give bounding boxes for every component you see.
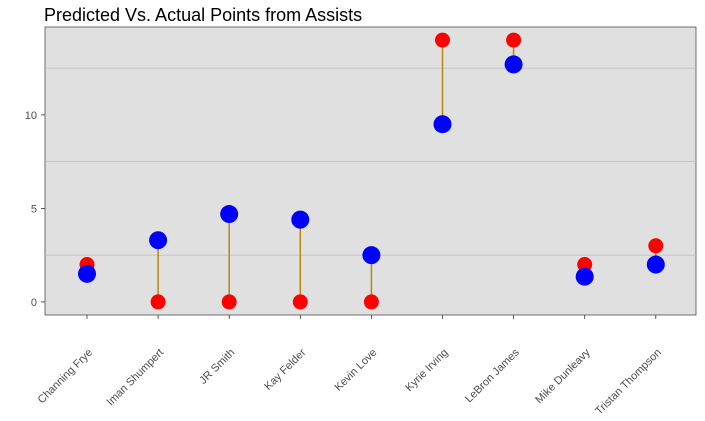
x-axis: Channing Frye Iman Shumpert JR Smith Kay Fe… (36, 315, 664, 417)
blue-point (149, 231, 168, 250)
chart-title: Predicted Vs. Actual Points from Assists (44, 5, 362, 25)
blue-point (291, 210, 310, 229)
x-tick-label: Channing Frye (36, 347, 96, 407)
blue-point (78, 264, 96, 283)
blue-point (646, 255, 665, 274)
y-tick-label: 5 (31, 203, 37, 215)
x-tick-label: LeBron James (463, 346, 522, 405)
x-tick-label: Iman Shumpert (105, 347, 167, 409)
x-tick-label: Kevin Love (333, 347, 380, 394)
y-tick-label: 0 (31, 297, 37, 309)
red-point (292, 294, 308, 310)
red-point (221, 294, 237, 310)
red-point (150, 294, 166, 310)
y-tick-label: 10 (25, 110, 37, 122)
x-tick-label: Kay Felder (262, 346, 308, 392)
blue-point (504, 55, 523, 74)
red-point (363, 294, 379, 310)
red-point (577, 257, 593, 273)
y-axis: 0 5 10 (25, 110, 45, 309)
red-point (506, 32, 522, 48)
x-tick-label: Kyrie Irving (403, 347, 450, 394)
blue-point (433, 115, 452, 134)
data-points (78, 32, 665, 310)
red-point (435, 32, 450, 48)
x-tick-label: Tristan Thompson (593, 347, 664, 418)
plot-panel (44, 26, 697, 316)
blue-point (575, 267, 594, 286)
blue-point (220, 205, 239, 224)
blue-point (362, 246, 381, 265)
x-tick-label: Mike Dunleavy (533, 346, 593, 406)
red-point (648, 238, 664, 254)
x-tick-label: JR Smith (197, 347, 237, 387)
